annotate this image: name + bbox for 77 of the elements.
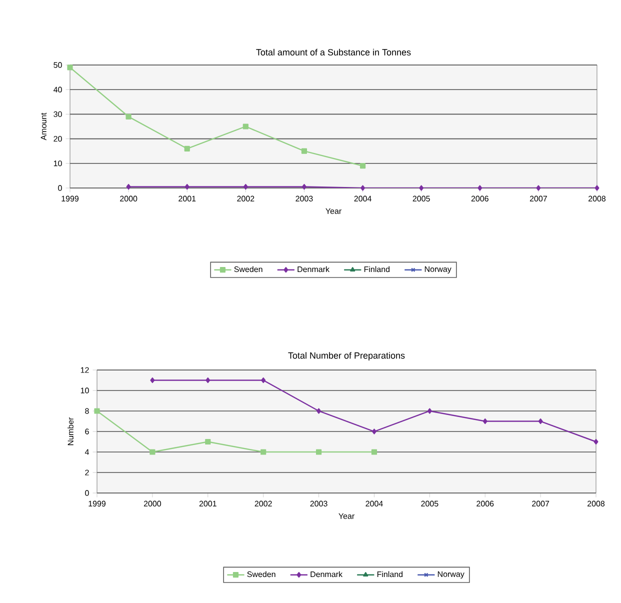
y-axis-title: Amount <box>40 112 46 140</box>
y-tick-label: 6 <box>85 428 89 434</box>
x-tick-label: 2004 <box>354 196 372 202</box>
legend-label: Finland <box>364 266 390 272</box>
point <box>419 185 424 191</box>
y-tick-label: 4 <box>84 449 89 455</box>
x-tick-label: 2006 <box>476 500 494 506</box>
point <box>538 418 543 424</box>
x-tick-label: 2003 <box>310 500 328 506</box>
point <box>260 449 266 455</box>
x-axis-title: Year <box>326 208 342 214</box>
x-tick-label: 2000 <box>120 196 138 202</box>
y-tick-label: 50 <box>54 62 62 68</box>
x-tick-label: 2008 <box>588 500 605 506</box>
legend-label: Sweden <box>247 571 276 578</box>
x-tick-label: 1999 <box>62 196 79 202</box>
point <box>126 184 131 190</box>
x-tick-label: 2000 <box>144 500 162 506</box>
legend-label: Denmark <box>298 266 330 272</box>
y-tick-label: 30 <box>54 111 62 118</box>
x-tick-label: 2007 <box>532 500 550 506</box>
y-tick-label: 20 <box>54 136 62 142</box>
y-tick-label: 8 <box>85 408 89 414</box>
point <box>594 185 600 191</box>
point <box>94 408 100 414</box>
point <box>427 408 432 414</box>
x-axis-title: Year <box>338 513 354 519</box>
y-tick-label: 0 <box>85 490 89 496</box>
x-tick-label: 2005 <box>412 196 430 202</box>
x-tick-label: 1999 <box>88 500 106 506</box>
y-tick-label: 0 <box>58 185 62 191</box>
point <box>360 163 366 169</box>
point <box>206 377 210 384</box>
point <box>316 408 322 414</box>
point <box>67 64 73 70</box>
legend-label: Norway <box>424 266 452 274</box>
y-tick-label: 2 <box>85 470 89 476</box>
point <box>360 185 366 191</box>
legend-label: Norway <box>438 571 464 579</box>
point <box>371 449 378 455</box>
chart-title: Total Number of Preparations <box>288 352 405 360</box>
y-axis-title: Number <box>68 417 74 446</box>
point <box>372 428 376 434</box>
x-tick-label: 2006 <box>471 196 488 202</box>
point <box>126 114 132 120</box>
x-tick-label: 2007 <box>530 196 547 202</box>
point <box>150 449 156 455</box>
point <box>594 438 598 445</box>
point <box>302 184 306 190</box>
x-tick-label: 2001 <box>199 500 216 506</box>
point <box>205 438 211 445</box>
legend-label: Denmark <box>310 571 343 578</box>
point <box>243 184 248 190</box>
point <box>242 124 248 130</box>
y-tick-label: 10 <box>54 160 62 166</box>
x-tick-label: 2005 <box>421 500 438 506</box>
y-tick-label: 10 <box>80 388 89 394</box>
x-tick-label: 2003 <box>296 196 313 202</box>
point <box>316 449 322 455</box>
point <box>184 146 190 152</box>
point <box>482 418 488 424</box>
point <box>150 377 155 384</box>
legend-label: Sweden <box>234 266 262 272</box>
x-tick-label: 2002 <box>237 196 254 202</box>
x-tick-label: 2008 <box>588 196 606 202</box>
point <box>261 377 266 384</box>
x-tick-label: 2001 <box>178 196 196 202</box>
legend-label: Finland <box>377 571 402 578</box>
x-tick-label: 2002 <box>254 500 272 506</box>
point <box>478 185 482 191</box>
point <box>184 184 190 190</box>
y-tick-label: 40 <box>54 86 62 92</box>
x-tick-label: 2004 <box>366 500 383 506</box>
point <box>301 148 308 154</box>
point <box>536 185 541 191</box>
y-tick-label: 12 <box>80 367 89 373</box>
chart-title: Total amount of a Substance in Tonnes <box>256 48 411 56</box>
